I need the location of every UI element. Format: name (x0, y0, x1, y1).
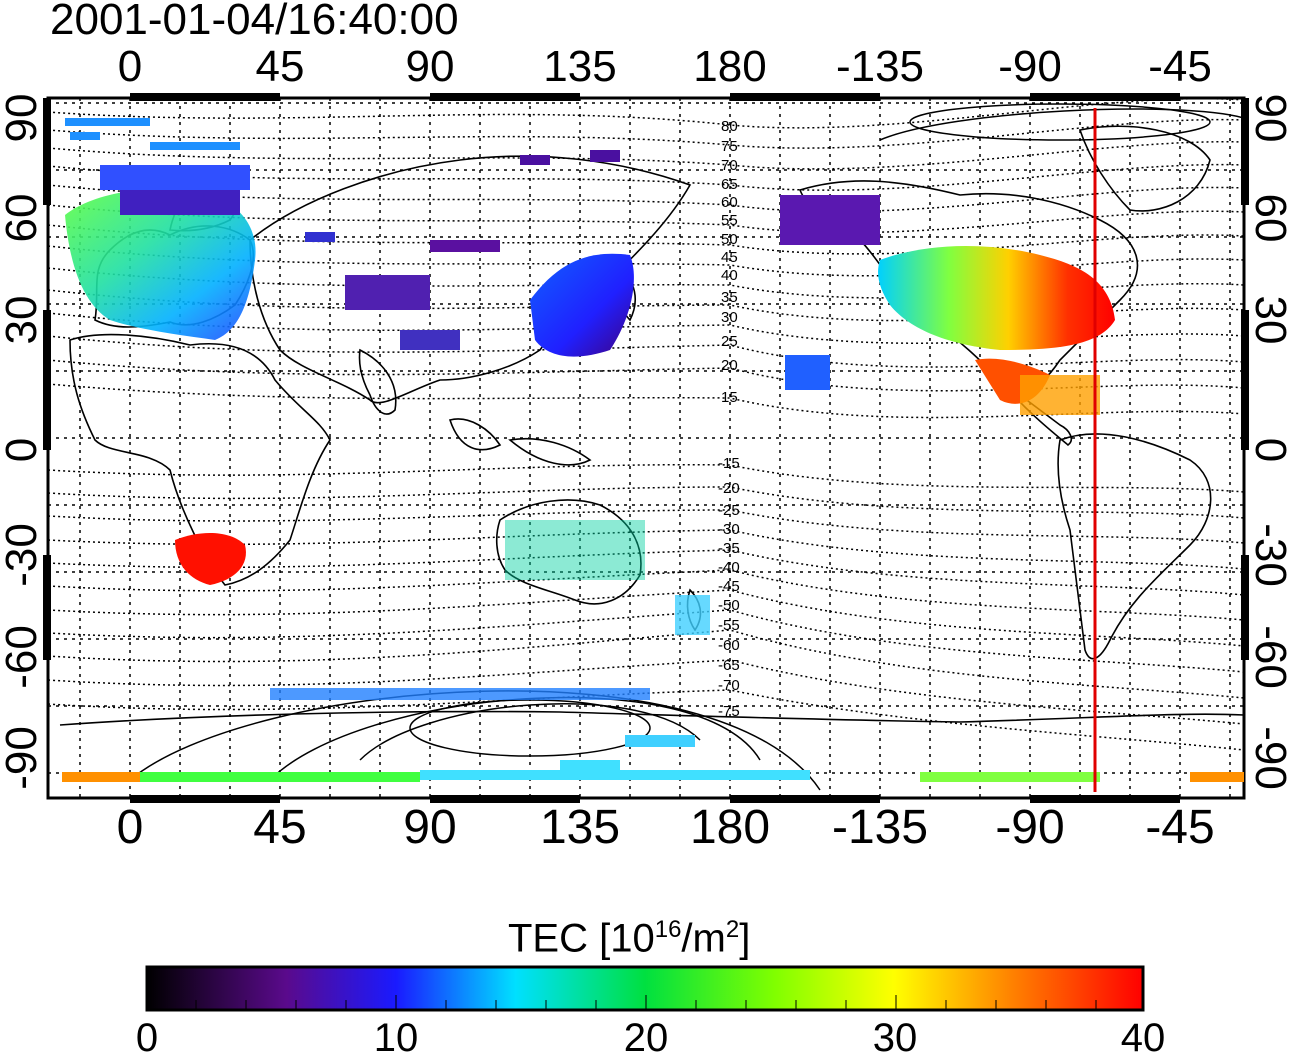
colorbar-label-exp2: 2 (725, 916, 740, 943)
contour-label: 55 (721, 212, 738, 229)
top-lon-tick: -90 (998, 42, 1062, 91)
bottom-lon-tick: 135 (539, 801, 621, 854)
frame-ticks (43, 93, 1249, 803)
bottom-lon-tick: -90 (995, 801, 1065, 854)
contour-label: 35 (721, 289, 738, 306)
contour-label: 40 (721, 267, 738, 284)
colorbar-tick: 40 (1120, 1016, 1166, 1060)
colorbar-label: TEC [1016/m2] (508, 906, 750, 962)
contour-label: 65 (721, 176, 738, 193)
colorbar-tick: 20 (623, 1016, 669, 1060)
bottom-lon-tick: -45 (1145, 801, 1215, 854)
bottom-lon-tick: -135 (831, 801, 929, 854)
contour-label: -15 (718, 455, 740, 472)
colorbar-minor-ticks (195, 995, 1097, 1010)
contour-label: 60 (721, 194, 738, 211)
top-lon-tick: -135 (835, 42, 925, 91)
colorbar-label-main: TEC [10 (508, 916, 655, 961)
contour-label: 45 (721, 249, 738, 266)
timestamp-title: 2001-01-04/16:40:00 (50, 0, 459, 44)
contour-label: -35 (718, 540, 740, 557)
contour-label: -55 (718, 617, 740, 634)
top-lon-tick: 180 (693, 42, 767, 91)
contour-label: 30 (721, 309, 738, 326)
bottom-lon-tick: 90 (403, 801, 457, 854)
bottom-lon-tick: 45 (253, 801, 307, 854)
contour-label: 80 (721, 118, 738, 135)
contour-label: -75 (718, 703, 740, 720)
contour-label: -25 (718, 502, 740, 519)
colorbar-tick: 10 (373, 1016, 419, 1060)
top-lon-tick: -45 (1148, 42, 1212, 91)
contour-label: -70 (718, 677, 740, 694)
contour-labels: 80 75 70 65 60 55 50 45 40 35 30 25 20 1… (718, 118, 740, 720)
colorbar (145, 965, 1145, 1012)
contour-label: -20 (718, 480, 740, 497)
bottom-lon-tick: 0 (116, 801, 144, 854)
contour-label: -60 (718, 637, 740, 654)
contour-label: -40 (718, 559, 740, 576)
colorbar-label-unit: /m (681, 916, 726, 961)
contour-label: -45 (718, 578, 740, 595)
colorbar-tick: 30 (872, 1016, 918, 1060)
contour-label: 75 (721, 138, 738, 155)
top-lon-tick: 135 (543, 42, 617, 91)
colorbar-tick: 0 (135, 1016, 159, 1060)
map-frame (46, 96, 1246, 800)
bottom-lon-tick: 180 (689, 801, 771, 854)
contour-label: -50 (718, 597, 740, 614)
colorbar-label-end: ] (739, 916, 751, 961)
top-lon-tick: 0 (117, 42, 143, 91)
contour-label: 25 (721, 333, 738, 350)
contour-label: 50 (721, 231, 738, 248)
contour-label: -30 (718, 521, 740, 538)
contour-label: 70 (721, 157, 738, 174)
contour-label: -65 (718, 657, 740, 674)
colorbar-label-exp: 16 (654, 916, 682, 943)
top-lon-tick: 90 (405, 42, 455, 91)
tec-data (62, 118, 1244, 782)
top-lon-tick: 45 (255, 42, 305, 91)
contour-label: 20 (721, 357, 738, 374)
contour-label: 15 (721, 389, 738, 406)
